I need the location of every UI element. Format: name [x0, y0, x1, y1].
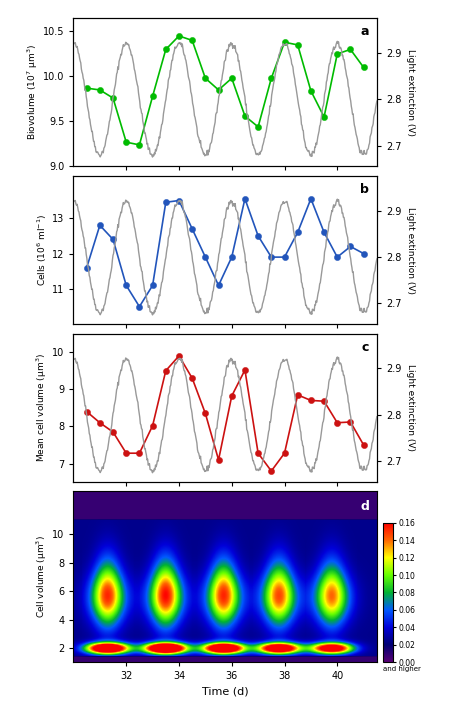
Text: c: c	[362, 341, 369, 354]
Y-axis label: Cell volume (μm$^3$): Cell volume (μm$^3$)	[35, 536, 49, 619]
Text: d: d	[360, 500, 369, 513]
Y-axis label: Mean cell volume (μm$^3$): Mean cell volume (μm$^3$)	[35, 354, 49, 463]
Text: a: a	[361, 25, 369, 39]
Y-axis label: Biovolume (10$^7$ μm$^3$): Biovolume (10$^7$ μm$^3$)	[26, 44, 40, 140]
Text: b: b	[360, 183, 369, 196]
Y-axis label: Light extinction (V): Light extinction (V)	[406, 49, 415, 136]
Y-axis label: Light extinction (V): Light extinction (V)	[406, 206, 415, 294]
Y-axis label: Cells (10$^6$ ml$^{-1}$): Cells (10$^6$ ml$^{-1}$)	[36, 214, 49, 286]
X-axis label: Time (d): Time (d)	[202, 687, 248, 697]
Y-axis label: Light extinction (V): Light extinction (V)	[406, 364, 415, 451]
Text: and higher: and higher	[383, 666, 421, 672]
